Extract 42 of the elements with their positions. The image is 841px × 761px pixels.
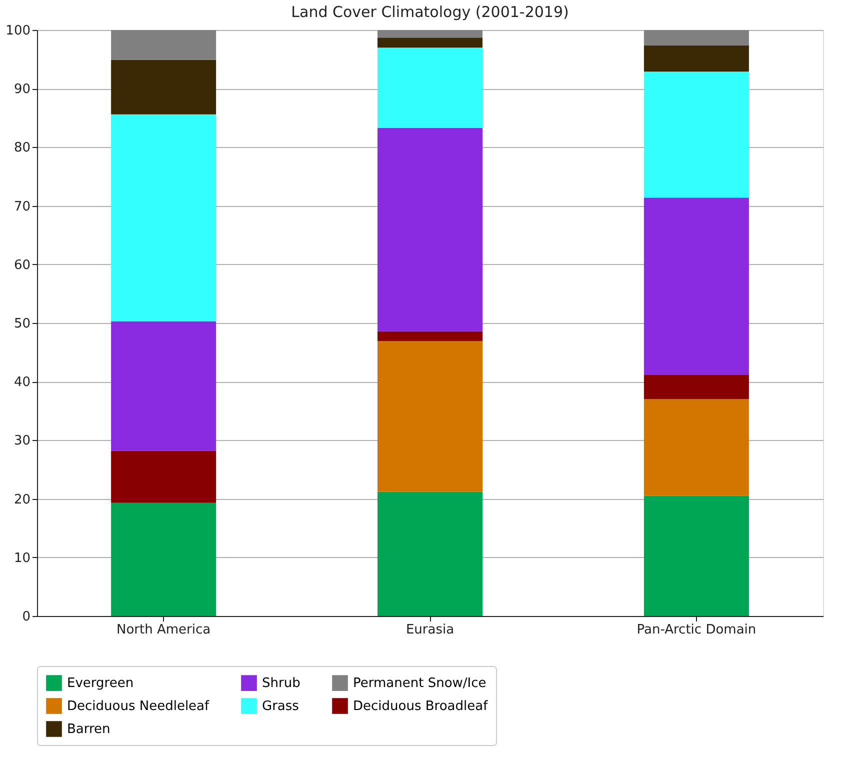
bar: [644, 496, 749, 616]
bar: [111, 30, 216, 60]
bar: [378, 331, 482, 342]
bar: [378, 492, 482, 616]
bar: [644, 72, 749, 198]
chart-title: Land Cover Climatology (2001-2019): [291, 3, 569, 21]
y-tick-label: 60: [14, 258, 30, 273]
y-tick-label: 30: [14, 434, 30, 449]
y-tick-label: 0: [22, 610, 30, 624]
y-tick-label: 10: [14, 550, 30, 566]
legend-label: Deciduous Broadleaf: [353, 699, 488, 714]
legend-label: Deciduous Needleleaf: [67, 699, 210, 714]
bar: [644, 198, 749, 375]
bar: [644, 45, 749, 72]
y-tick-label: 100: [6, 24, 30, 38]
bar: [111, 114, 216, 322]
legend-label: Shrub: [262, 676, 300, 692]
y-tick-label: 90: [14, 82, 30, 98]
bar: [111, 321, 216, 451]
bar: [378, 48, 482, 128]
y-tick-label: 20: [14, 492, 30, 508]
y-tick-label: 80: [14, 140, 30, 156]
x-tick-label: North America: [116, 622, 211, 638]
bar: [111, 450, 216, 503]
x-tick-label: Pan-Arctic Domain: [636, 622, 756, 638]
bar: [111, 502, 216, 616]
bar: [644, 399, 749, 496]
y-tick-label: 50: [14, 316, 30, 332]
bar: [378, 128, 482, 332]
bar: [378, 38, 482, 48]
x-tick-label: Eurasia: [406, 622, 454, 638]
legend-label: Barren: [67, 722, 110, 737]
y-tick-label: 70: [14, 199, 30, 214]
bar: [644, 374, 749, 400]
legend-label: Evergreen: [67, 676, 134, 692]
bar: [644, 30, 749, 46]
bar: [378, 341, 482, 492]
y-tick-label: 40: [14, 375, 30, 390]
bar: [111, 60, 216, 114]
legend-label: Grass: [262, 699, 300, 714]
bar: [378, 30, 482, 38]
legend-label: Permanent Snow/Ice: [353, 676, 486, 692]
